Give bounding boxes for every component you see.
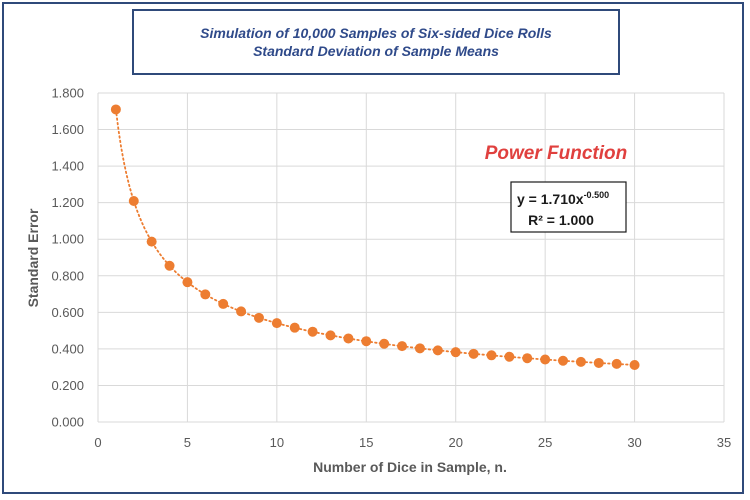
trendline <box>114 108 636 366</box>
data-point <box>486 350 497 361</box>
data-point <box>271 318 282 329</box>
data-point <box>146 236 157 247</box>
power-function-label: Power Function <box>485 143 628 164</box>
data-point <box>253 312 264 323</box>
data-point <box>110 104 121 115</box>
data-point <box>200 289 211 300</box>
x-axis-ticks: 0 5 10 15 20 25 30 35 <box>94 435 731 450</box>
data-point <box>593 357 604 368</box>
data-point <box>468 348 479 359</box>
data-point <box>432 345 443 356</box>
chart-subtitle: Standard Deviation of Sample Means <box>253 43 499 59</box>
data-point <box>361 336 372 347</box>
y-tick-label: 0.400 <box>51 341 84 356</box>
data-point <box>414 343 425 354</box>
data-point <box>236 306 247 317</box>
y-tick-label: 0.200 <box>51 378 84 393</box>
data-point <box>218 298 229 309</box>
data-point <box>325 330 336 341</box>
y-tick-label: 1.800 <box>51 86 84 101</box>
data-point <box>164 260 175 271</box>
data-point <box>450 347 461 358</box>
y-tick-label: 0.800 <box>51 268 84 283</box>
y-tick-label: 0.600 <box>51 305 84 320</box>
x-tick-label: 35 <box>717 435 731 450</box>
y-axis-ticks: 0.000 0.200 0.400 0.600 0.800 1.000 1.200 1.400… <box>51 86 84 430</box>
data-point <box>558 355 569 366</box>
data-point <box>611 358 622 369</box>
data-point <box>575 356 586 367</box>
equation-text: y = 1.710x-0.500 <box>517 190 609 207</box>
equation-exponent: -0.500 <box>584 190 610 200</box>
data-points <box>110 104 640 370</box>
y-tick-label: 1.200 <box>51 195 84 210</box>
x-tick-label: 30 <box>627 435 641 450</box>
y-axis-title: Standard Error <box>25 208 41 307</box>
x-tick-label: 15 <box>359 435 373 450</box>
chart-title-box: Simulation of 10,000 Samples of Six-side… <box>132 9 620 75</box>
data-point <box>128 196 139 207</box>
x-tick-label: 25 <box>538 435 552 450</box>
data-point <box>504 351 515 362</box>
y-tick-label: 1.600 <box>51 122 84 137</box>
data-point <box>289 322 300 333</box>
y-tick-label: 1.000 <box>51 232 84 247</box>
data-point <box>182 277 193 288</box>
r-squared-text: R² = 1.000 <box>528 212 594 228</box>
gridlines <box>97 92 725 423</box>
equation-box <box>510 181 627 233</box>
y-tick-label: 1.400 <box>51 159 84 174</box>
data-point <box>379 338 390 349</box>
chart-title: Simulation of 10,000 Samples of Six-side… <box>200 25 552 41</box>
x-tick-label: 5 <box>184 435 191 450</box>
data-point <box>540 354 551 365</box>
data-point <box>522 353 533 364</box>
data-point <box>629 359 640 370</box>
data-point <box>397 341 408 352</box>
data-point <box>307 326 318 337</box>
x-tick-label: 10 <box>270 435 284 450</box>
data-point <box>343 333 354 344</box>
y-tick-label: 0.000 <box>51 415 84 430</box>
chart-frame <box>2 2 744 494</box>
equation-prefix: y = 1.710x <box>517 191 584 207</box>
x-tick-label: 0 <box>94 435 101 450</box>
x-tick-label: 20 <box>448 435 462 450</box>
x-axis-title: Number of Dice in Sample, n. <box>313 459 507 475</box>
